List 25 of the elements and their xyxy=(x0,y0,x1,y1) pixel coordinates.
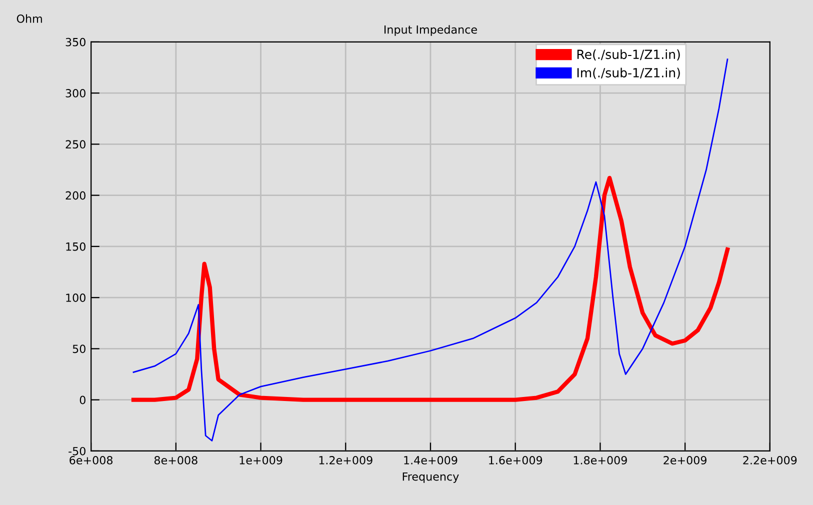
x-tick-label: 1.6e+009 xyxy=(489,456,542,464)
legend-label: Re(./sub-1/Z1.in) xyxy=(577,49,680,61)
y-tick-label: 250 xyxy=(66,140,86,149)
x-tick-label: 8e+008 xyxy=(154,456,198,464)
x-tick-label: 2.2e+009 xyxy=(743,456,797,464)
x-axis-title: Frequency xyxy=(402,472,459,483)
x-tick-label: 1e+009 xyxy=(240,456,282,464)
line-series xyxy=(131,176,730,402)
chart-title: Input Impedance xyxy=(384,25,477,36)
x-tick-label: 6e+008 xyxy=(70,456,113,464)
y-tick-label: 200 xyxy=(66,191,86,200)
y-tick-label: 50 xyxy=(72,344,86,354)
x-tick-label: 1.8e+009 xyxy=(574,456,627,464)
y-axis-title: Ohm xyxy=(16,14,42,23)
y-tick-label: 350 xyxy=(66,38,86,46)
x-tick-label: 1.2e+009 xyxy=(319,456,372,464)
line-series xyxy=(132,58,728,442)
x-tick-label: 1.4e+009 xyxy=(404,456,458,464)
y-tick-label: -50 xyxy=(68,446,86,456)
x-tick-label: 2e+009 xyxy=(664,456,706,464)
legend-label: Im(./sub-1/Z1.in) xyxy=(577,68,680,79)
y-tick-label: 300 xyxy=(66,89,86,98)
y-tick-label: 100 xyxy=(66,294,86,302)
y-tick-label: 0 xyxy=(80,396,86,404)
y-tick-label: 150 xyxy=(66,242,86,251)
